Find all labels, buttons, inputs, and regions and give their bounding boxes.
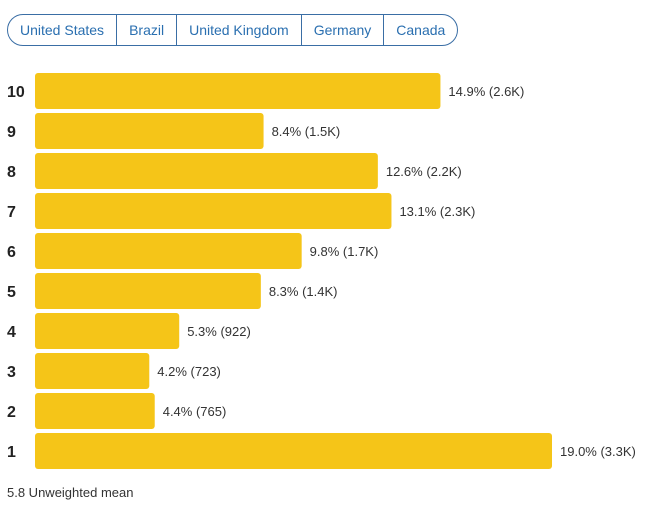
- bar[interactable]: [35, 353, 150, 389]
- data-label: 4.4% (765): [163, 404, 227, 419]
- data-label: 19.0% (3.3K): [560, 444, 636, 459]
- category-label: 10: [7, 84, 25, 101]
- tab-germany[interactable]: Germany: [302, 15, 385, 45]
- data-label: 14.9% (2.6K): [448, 84, 524, 99]
- category-label: 3: [7, 364, 16, 381]
- category-label: 5: [7, 284, 16, 301]
- category-label: 7: [7, 204, 16, 221]
- bar[interactable]: [35, 273, 261, 309]
- tab-united-states[interactable]: United States: [8, 15, 118, 45]
- data-label: 9.8% (1.7K): [310, 244, 379, 259]
- bar[interactable]: [35, 113, 264, 149]
- bar[interactable]: [35, 193, 392, 229]
- data-label: 5.3% (922): [187, 324, 251, 339]
- data-label: 12.6% (2.2K): [386, 164, 462, 179]
- category-label: 4: [7, 324, 16, 341]
- tab-united-kingdom[interactable]: United Kingdom: [177, 15, 302, 45]
- unweighted-mean-label: 5.8 Unweighted mean: [7, 485, 134, 500]
- bar[interactable]: [35, 153, 378, 189]
- category-label: 1: [7, 444, 16, 461]
- country-tabs: United States Brazil United Kingdom Germ…: [7, 14, 459, 46]
- bar[interactable]: [35, 313, 180, 349]
- tab-brazil[interactable]: Brazil: [117, 15, 178, 45]
- rating-bar-chart: 10 14.9% (2.6K) 9 8.4% (1.5K) 8 12.6% (2.2K) 7…: [7, 73, 636, 469]
- bar[interactable]: [35, 233, 302, 269]
- bar[interactable]: [35, 73, 441, 109]
- category-label: 8: [7, 164, 16, 181]
- data-label: 8.3% (1.4K): [269, 284, 338, 299]
- category-label: 9: [7, 124, 16, 141]
- data-label: 8.4% (1.5K): [272, 124, 341, 139]
- data-label: 4.2% (723): [157, 364, 221, 379]
- category-label: 2: [7, 404, 16, 421]
- data-label: 13.1% (2.3K): [399, 204, 475, 219]
- category-label: 6: [7, 244, 16, 261]
- tab-canada[interactable]: Canada: [396, 22, 446, 38]
- bar[interactable]: [35, 433, 552, 469]
- bar[interactable]: [35, 393, 155, 429]
